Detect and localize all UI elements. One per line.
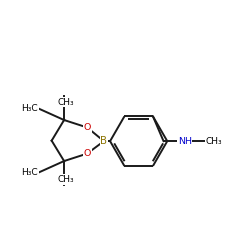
Text: H₃C: H₃C [21,168,38,177]
Text: O: O [84,123,91,132]
Text: CH₃: CH₃ [206,137,222,146]
Text: O: O [84,149,91,158]
Text: H₃C: H₃C [21,104,38,113]
Text: CH₃: CH₃ [57,98,74,107]
Text: B: B [100,136,107,146]
Text: NH: NH [178,137,192,146]
Text: CH₃: CH₃ [57,175,74,184]
